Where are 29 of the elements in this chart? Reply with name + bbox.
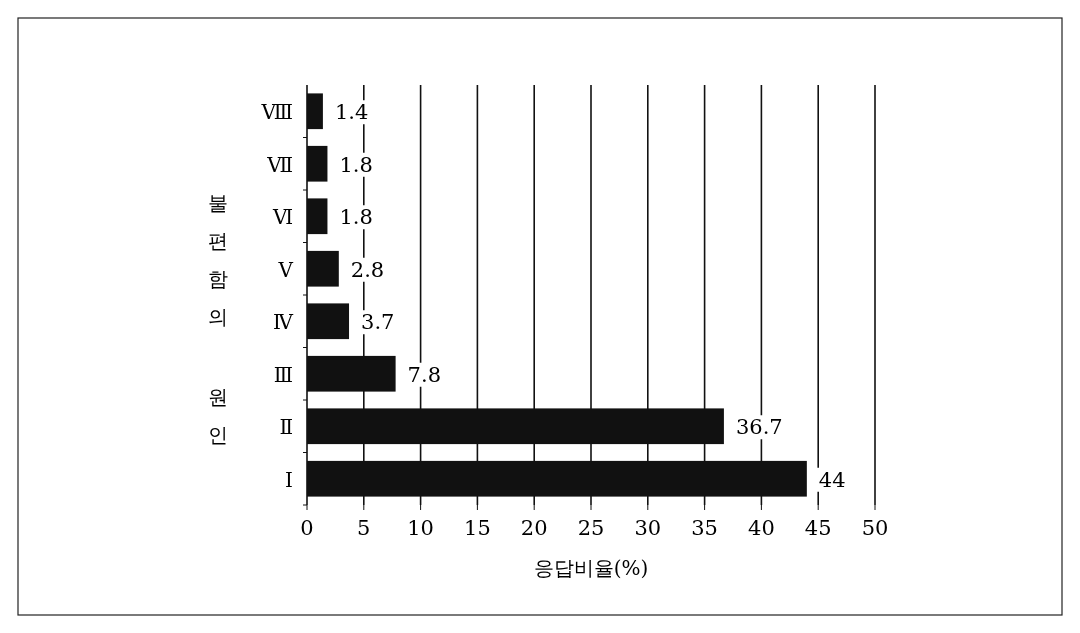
x-tick-label: 30 [634,516,662,540]
y-tick-label: Ⅵ [271,205,293,230]
data-label: 2.8 [350,257,385,282]
x-tick-label: 20 [520,516,548,540]
data-label: 7.8 [407,362,442,387]
y-tick-label: Ⅷ [260,100,293,125]
x-tick-label: 45 [804,516,832,540]
y-axis-title: 불편함의 원인 [206,180,230,450]
y-tick-label: Ⅰ [285,467,293,492]
x-tick-label: 0 [300,516,314,540]
y-tick-label: Ⅲ [273,362,293,387]
x-axis-title: 응답비율(%) [533,556,649,580]
x-tick-label: 25 [577,516,605,540]
y-tick-label: Ⅳ [273,310,295,335]
x-tick-label: 35 [691,516,718,540]
data-label: 1.8 [339,152,373,177]
data-label: 44 [818,467,846,492]
x-tick-label: 10 [407,516,434,540]
x-tick-label: 5 [357,516,371,540]
y-tick-label: Ⅱ [279,415,293,440]
data-label: 1.4 [334,100,369,125]
data-label: 36.7 [735,415,783,440]
x-tick-label: 50 [861,516,889,540]
x-tick-label: 40 [748,516,775,540]
data-label: 3.7 [361,310,395,335]
x-tick-label: 15 [464,516,491,540]
y-tick-label: Ⅶ [266,152,293,177]
y-tick-label: Ⅴ [277,257,294,282]
data-label: 1.8 [339,205,373,230]
